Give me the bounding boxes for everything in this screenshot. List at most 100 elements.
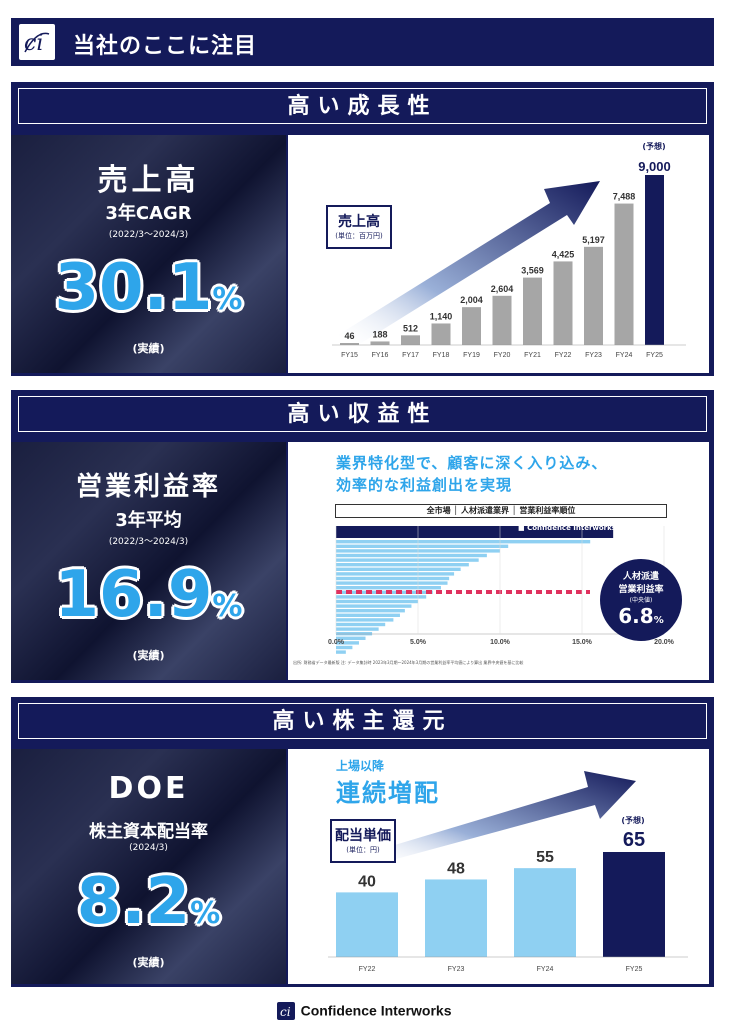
sales-bar	[492, 295, 512, 345]
profit-industry-bar	[336, 622, 386, 627]
page-footer: ci Confidence Interworks	[0, 1000, 729, 1020]
footer-logo-icon: ci	[277, 1001, 296, 1020]
profit-industry-bar	[336, 544, 509, 548]
profit-section: 高い収益性 営業利益率 3年平均 (2022/3〜2024/3) 16.9% (…	[11, 390, 714, 683]
dividend-bar-chart: 40 FY22 48 FY23 55 FY24 65 FY25	[328, 771, 688, 973]
sales-chart-legend-box: 売上高 (単位：百万円)	[326, 205, 392, 249]
growth-section-header: 高い成長性	[18, 88, 707, 124]
sales-bar	[340, 343, 359, 345]
profit-industry-bar	[336, 576, 450, 581]
profit-headline-1: 業界特化型で、顧客に深く入り込み、	[336, 454, 608, 472]
sales-x-label: FY21	[524, 352, 541, 359]
profit-actual-note: (実績)	[132, 649, 165, 662]
sales-bar-label: 46	[344, 331, 354, 341]
profit-x-tick: 10.0%	[490, 639, 511, 646]
company-logo: ci	[19, 24, 55, 60]
growth-metric-label: 売上高	[97, 163, 200, 198]
dividend-x-label: FY23	[448, 966, 465, 973]
svg-text:ci: ci	[24, 31, 43, 56]
return-sub-label: 株主資本配当率	[89, 822, 208, 842]
profit-sub-label: 3年平均	[115, 510, 182, 531]
sales-forecast-label: (予想)	[642, 142, 666, 151]
sales-bar-chart: 46 FY15 188 FY16 512 FY17 1,140 FY18 2,004 FY19 2,…	[332, 159, 686, 359]
dividend-bar	[603, 852, 665, 957]
profit-industry-bar	[336, 613, 400, 617]
profit-metric-label: 営業利益率	[75, 472, 221, 502]
median-badge: 人材派遣 営業利益率 (中央値) 6.8%	[600, 559, 682, 641]
profit-industry-bar	[336, 650, 346, 654]
page-title: 当社のここに注目	[73, 34, 258, 59]
sales-bar-label: 512	[403, 323, 418, 333]
profit-x-tick: 0.0%	[328, 639, 345, 646]
profit-industry-bar	[336, 618, 394, 622]
sales-bar-label: 2,004	[460, 295, 483, 305]
sales-x-label: FY20	[494, 352, 511, 359]
sales-bar	[553, 261, 573, 345]
growth-section-title: 高い成長性	[287, 94, 438, 119]
sales-chart-title: 売上高	[338, 214, 380, 230]
sales-x-label: FY22	[555, 352, 572, 359]
sales-bar	[584, 246, 603, 345]
median-title-1: 人材派遣	[622, 572, 659, 582]
sales-bar-label: 3,569	[521, 266, 544, 276]
profit-industry-bar	[336, 553, 487, 558]
dividend-x-label: FY25	[626, 966, 643, 973]
profit-headline-2: 効率的な利益創出を実現	[336, 476, 513, 494]
sales-x-label: FY23	[585, 352, 602, 359]
profit-table-header: 全市場 │ 人材派遣業界 │ 営業利益率順位	[335, 504, 667, 518]
sales-x-label: FY15	[341, 352, 358, 359]
sales-chart-panel: 46 FY15 188 FY16 512 FY17 1,140 FY18 2,004 FY19 2,…	[288, 135, 709, 373]
sales-bar-label: 2,604	[491, 284, 514, 294]
profit-section-header: 高い収益性	[18, 396, 707, 432]
sales-x-label: FY18	[433, 352, 450, 359]
profit-chart-panel: 業界特化型で、顧客に深く入り込み、 効率的な利益創出を実現 全市場 │ 人材派遣…	[288, 442, 709, 680]
profit-industry-bar	[336, 558, 479, 562]
profit-margin-value: 16.9%	[54, 558, 243, 632]
profit-industry-bar	[336, 572, 455, 576]
growth-cagr-value: 30.1%	[54, 251, 243, 325]
growth-period: (2022/3〜2024/3)	[108, 230, 189, 240]
return-metric-label: DOE	[108, 771, 189, 806]
profit-industry-bar	[336, 581, 448, 585]
profit-industry-bar	[336, 645, 353, 650]
profit-x-tick: 5.0%	[410, 639, 427, 646]
return-period: (2024/3)	[129, 843, 168, 853]
dividend-bar-label: 40	[358, 873, 376, 890]
dividend-bar	[514, 868, 576, 957]
profit-ranking-chart: 0.0% 5.0% 10.0% 15.0% 20.0%	[328, 526, 675, 654]
profit-industry-bar	[336, 590, 433, 594]
sales-bar	[645, 175, 664, 345]
return-section-header: 高い株主還元	[18, 703, 707, 739]
sales-bar	[401, 335, 420, 345]
profit-section-title: 高い収益性	[287, 402, 438, 427]
median-sub: (中央値)	[629, 597, 653, 604]
profit-industry-bar	[336, 563, 469, 567]
profit-x-tick: 15.0%	[572, 639, 593, 646]
sales-bar	[431, 323, 451, 345]
return-metric-panel: DOE 株主資本配当率 (2024/3) 8.2% (実績)	[11, 749, 286, 984]
dividend-bar	[425, 879, 487, 957]
sales-x-label: FY16	[372, 352, 389, 359]
since-listing-label: 上場以降	[336, 759, 385, 773]
growth-metric-panel: 売上高 3年CAGR (2022/3〜2024/3) 30.1% (実績)	[11, 135, 286, 373]
growth-actual-note: (実績)	[132, 342, 165, 355]
dividend-x-label: FY24	[537, 966, 554, 973]
sales-x-label: FY25	[646, 352, 663, 359]
svg-text:ci: ci	[280, 1005, 291, 1019]
sales-bar-label: 1,140	[430, 311, 453, 321]
median-value: 6.8%	[618, 604, 664, 628]
return-actual-note: (実績)	[132, 956, 165, 969]
footer-company-name: Confidence Interworks	[300, 1002, 452, 1019]
return-doe-value: 8.2%	[76, 865, 221, 939]
profit-industry-bar	[336, 595, 427, 599]
sales-bar	[523, 277, 542, 345]
sales-x-label: FY17	[402, 352, 419, 359]
dividend-chart-unit: (単位：円)	[346, 846, 380, 854]
dividend-x-label: FY22	[359, 966, 376, 973]
dividend-chart-panel: 40 FY22 48 FY23 55 FY24 65 FY25 上場以降 連続増配 配当単価 …	[288, 749, 709, 984]
dividend-arrow	[368, 771, 636, 865]
dividend-bar	[336, 892, 398, 957]
dividend-bar-label: 48	[447, 860, 465, 877]
sales-x-label: FY24	[616, 352, 633, 359]
dividend-forecast-label: (予想)	[621, 816, 645, 825]
